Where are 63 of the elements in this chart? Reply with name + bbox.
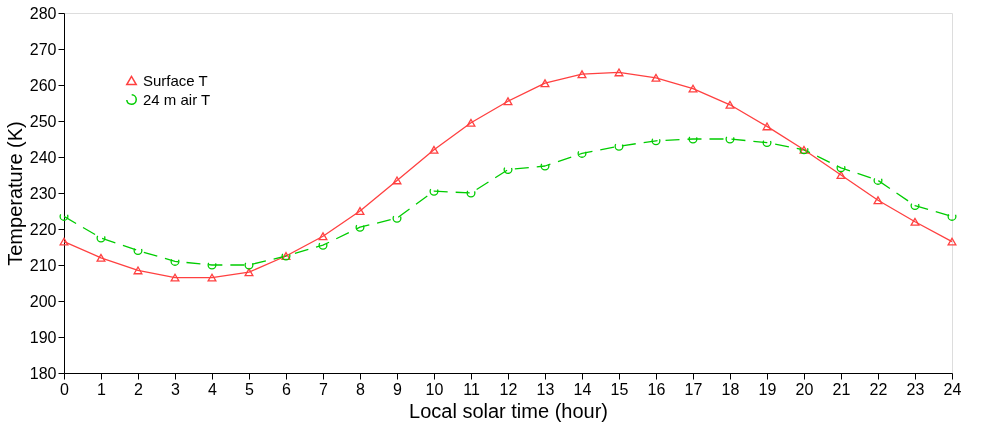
point bbox=[836, 171, 846, 179]
y-tick-label: 270 bbox=[29, 40, 57, 58]
point bbox=[170, 273, 180, 282]
legend-label: Surface T bbox=[143, 71, 208, 89]
x-tick-label: 20 bbox=[795, 380, 814, 398]
y-tick-label: 210 bbox=[29, 256, 57, 274]
x-tick-label: 5 bbox=[245, 380, 255, 398]
legend-label: 24 m air T bbox=[143, 90, 211, 108]
x-tick-label: 18 bbox=[721, 380, 740, 398]
point bbox=[392, 176, 402, 185]
y-tick-label: 260 bbox=[29, 76, 57, 94]
y-tick-label: 190 bbox=[29, 328, 57, 346]
x-tick-label: 12 bbox=[499, 380, 518, 398]
x-tick-label: 9 bbox=[393, 380, 403, 398]
x-tick-label: 8 bbox=[356, 380, 366, 398]
x-tick-label: 15 bbox=[610, 380, 629, 398]
point bbox=[688, 84, 698, 93]
x-tick-label: 17 bbox=[684, 380, 703, 398]
x-tick-label: 19 bbox=[758, 380, 777, 398]
x-tick-label: 24 bbox=[943, 380, 962, 398]
x-tick-label: 6 bbox=[282, 380, 292, 398]
point bbox=[207, 273, 217, 282]
y-tick-label: 250 bbox=[29, 112, 57, 130]
y-tick-label: 200 bbox=[29, 292, 57, 310]
point bbox=[133, 266, 143, 275]
x-tick-label: 2 bbox=[134, 380, 144, 398]
point bbox=[873, 196, 883, 205]
point bbox=[466, 118, 476, 127]
x-axis-title: Local solar time (hour) bbox=[409, 399, 608, 422]
x-tick-label: 0 bbox=[60, 380, 70, 398]
point bbox=[59, 237, 69, 246]
point bbox=[429, 145, 439, 154]
point bbox=[503, 97, 513, 106]
x-tick-label: 22 bbox=[869, 380, 888, 398]
y-tick-label: 220 bbox=[29, 220, 57, 238]
point bbox=[96, 253, 106, 262]
x-tick-label: 1 bbox=[97, 380, 107, 398]
x-tick-label: 4 bbox=[208, 380, 218, 398]
point bbox=[910, 217, 920, 226]
x-tick-label: 21 bbox=[832, 380, 851, 398]
x-tick-label: 16 bbox=[647, 380, 666, 398]
point bbox=[355, 207, 365, 215]
point bbox=[651, 73, 661, 82]
point bbox=[725, 100, 735, 109]
x-tick-label: 14 bbox=[573, 380, 592, 398]
x-tick-label: 3 bbox=[171, 380, 181, 398]
point bbox=[540, 79, 550, 88]
x-tick-label: 13 bbox=[536, 380, 555, 398]
x-tick-label: 7 bbox=[319, 380, 329, 398]
point bbox=[947, 237, 957, 246]
y-tick-label: 180 bbox=[29, 364, 57, 382]
point bbox=[577, 70, 587, 79]
point bbox=[244, 268, 254, 277]
y-axis-title: Temperature (K) bbox=[3, 121, 26, 266]
y-tick-label: 240 bbox=[29, 148, 57, 166]
point bbox=[762, 122, 772, 131]
x-tick-label: 11 bbox=[463, 380, 480, 398]
x-tick-label: 10 bbox=[425, 380, 444, 398]
y-tick-label: 280 bbox=[29, 4, 57, 22]
x-tick-label: 23 bbox=[906, 380, 925, 398]
point bbox=[614, 68, 624, 77]
y-tick-label: 230 bbox=[29, 184, 57, 202]
point bbox=[318, 232, 328, 241]
